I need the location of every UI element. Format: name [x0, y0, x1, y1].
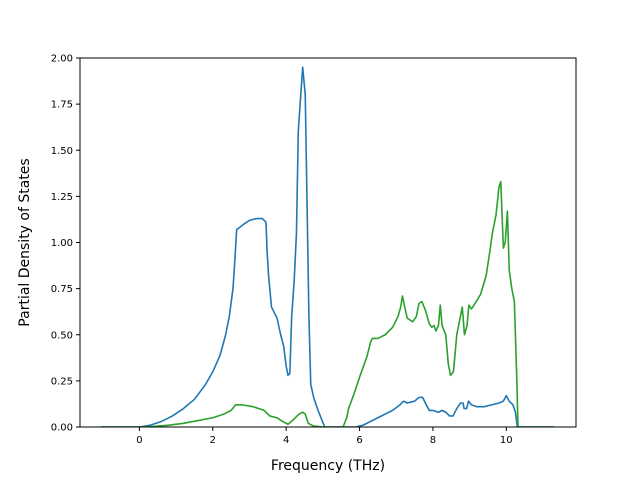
y-tick-label: 1.75: [51, 100, 73, 111]
series-line-2: [100, 180, 554, 427]
y-axis-ticks: 0.00 0.25 0.50 0.75 1.00 1.25 1.50 1.75 2.00: [51, 54, 80, 434]
axes-frame: [79, 57, 577, 428]
series-layer: [100, 66, 554, 427]
y-axis-label: Partial Density of States: [17, 158, 33, 326]
y-tick-label: 1.25: [51, 192, 73, 203]
y-tick-label: 1.50: [51, 146, 73, 157]
series-line-1: [100, 66, 554, 427]
x-tick-label: 4: [283, 435, 289, 446]
x-tick-label: 8: [430, 435, 436, 446]
y-tick-label: 0.50: [51, 330, 73, 341]
x-axis-ticks: 0 2 4 6 8 10: [136, 427, 513, 446]
x-tick-label: 2: [210, 435, 216, 446]
x-tick-label: 6: [356, 435, 362, 446]
y-tick-label: 0.75: [51, 284, 73, 295]
x-tick-label: 0: [136, 435, 142, 446]
x-axis-label: Frequency (THz): [271, 458, 385, 474]
y-tick-label: 0.00: [51, 423, 73, 434]
y-tick-label: 0.25: [51, 376, 73, 387]
x-tick-label: 10: [500, 435, 513, 446]
y-tick-label: 1.00: [51, 238, 73, 249]
y-tick-label: 2.00: [51, 54, 73, 65]
